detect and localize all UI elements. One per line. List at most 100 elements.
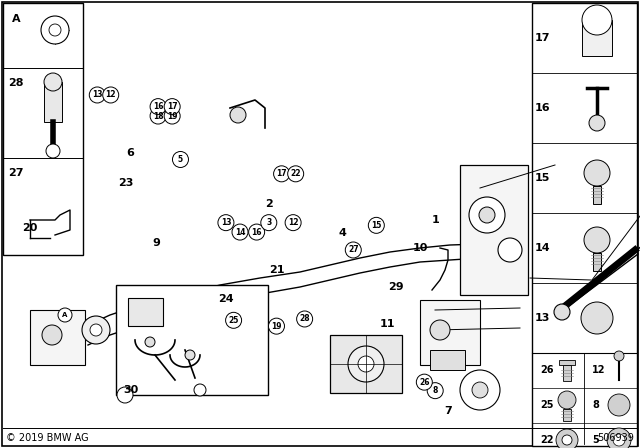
Text: © 2019 BMW AG: © 2019 BMW AG [6,433,88,443]
Circle shape [102,87,119,103]
Text: 17: 17 [276,169,287,178]
Circle shape [614,351,624,361]
Text: 9: 9 [153,238,161,248]
Bar [128,298,163,326]
Circle shape [46,144,60,158]
Circle shape [274,166,290,182]
Text: 25: 25 [540,400,554,410]
Text: 28: 28 [300,314,310,323]
Text: 4: 4 [339,228,346,238]
Text: 19: 19 [167,112,177,121]
Text: 8: 8 [592,400,599,410]
Circle shape [581,302,613,334]
Circle shape [145,337,155,347]
Text: 21: 21 [269,265,284,275]
Text: 6: 6 [127,148,134,158]
Circle shape [562,435,572,445]
Circle shape [558,391,576,409]
Circle shape [89,87,105,103]
Text: 11: 11 [380,319,396,329]
Circle shape [460,370,500,410]
Text: 29: 29 [388,282,403,292]
Bar [563,409,571,421]
Text: 26: 26 [540,365,554,375]
Text: 27: 27 [8,168,24,178]
Circle shape [582,5,612,35]
Circle shape [498,238,522,262]
Circle shape [607,428,631,448]
Text: A: A [12,14,20,24]
Text: 2: 2 [265,199,273,209]
Polygon shape [410,265,530,440]
Text: 23: 23 [118,178,134,188]
Text: 24: 24 [218,294,234,304]
Text: 8: 8 [433,386,438,395]
Text: 12: 12 [592,365,605,375]
Circle shape [285,215,301,231]
Circle shape [232,224,248,240]
Circle shape [58,308,72,322]
Circle shape [49,24,61,36]
Circle shape [185,350,195,360]
Text: 1: 1 [431,215,439,224]
Text: 3: 3 [266,218,271,227]
Circle shape [248,224,265,240]
Text: 25: 25 [228,316,239,325]
Circle shape [584,160,610,186]
Bar [460,165,528,295]
Text: 15: 15 [534,173,550,183]
Circle shape [584,227,610,253]
Circle shape [469,197,505,233]
Circle shape [42,325,62,345]
Text: 14: 14 [534,243,550,253]
Circle shape [430,320,450,340]
Text: 13: 13 [92,90,102,99]
Bar [330,335,402,393]
Text: 16: 16 [534,103,550,113]
Circle shape [613,434,625,446]
Bar [30,310,85,365]
Text: A: A [62,312,68,318]
Text: 12: 12 [106,90,116,99]
Circle shape [297,311,312,327]
Polygon shape [105,375,220,415]
Circle shape [218,215,234,231]
Text: 22: 22 [540,435,554,445]
Circle shape [554,304,570,320]
Circle shape [230,107,246,123]
Circle shape [82,316,110,344]
Text: 16: 16 [153,102,163,111]
Bar [44,82,62,122]
Text: 22: 22 [291,169,301,178]
Text: 13: 13 [534,313,550,323]
Text: 30: 30 [123,385,138,395]
Circle shape [164,99,180,115]
Text: 13: 13 [221,218,231,227]
Bar [615,401,623,409]
Circle shape [164,108,180,124]
Polygon shape [280,70,530,232]
Text: 19: 19 [271,322,282,331]
Circle shape [269,318,285,334]
Circle shape [358,356,374,372]
Circle shape [150,99,166,115]
Circle shape [428,383,444,399]
Text: 7: 7 [444,406,452,416]
Bar [563,365,571,381]
Circle shape [417,374,433,390]
Bar [420,300,480,365]
Text: 506939: 506939 [597,433,634,443]
Circle shape [173,151,188,168]
Circle shape [226,312,242,328]
Text: 5: 5 [592,435,599,445]
Circle shape [472,382,488,398]
Circle shape [369,217,384,233]
Polygon shape [88,244,510,345]
Circle shape [261,215,277,231]
Text: 10: 10 [413,243,428,253]
Bar [532,3,637,446]
Bar [559,360,575,365]
Text: 27: 27 [348,246,358,254]
Circle shape [117,387,133,403]
Text: 15: 15 [371,221,381,230]
